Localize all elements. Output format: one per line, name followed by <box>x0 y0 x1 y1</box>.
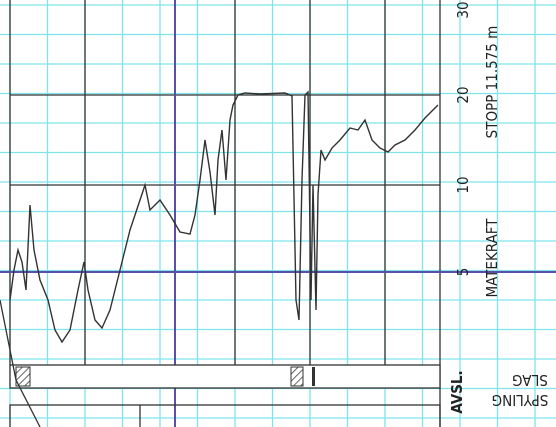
tick-label: 30 <box>454 1 472 18</box>
scale-labels: 30 20 10 5 STOPP 11.575 m MATEKRAFT AVSL… <box>448 1 548 413</box>
tick-label: 5 <box>454 268 472 277</box>
tick-label: 20 <box>454 86 472 103</box>
force-curve <box>9 90 439 344</box>
bar-label: AVSL. <box>448 370 466 413</box>
bar-label: SPYLING <box>492 391 549 409</box>
axis-title: MATEKRAFT <box>483 218 501 298</box>
tick-label: 10 <box>454 176 472 193</box>
bottom-bars <box>0 299 441 427</box>
bar-label: SLAG <box>512 371 548 389</box>
stop-depth: STOPP 11.575 m <box>483 26 501 139</box>
